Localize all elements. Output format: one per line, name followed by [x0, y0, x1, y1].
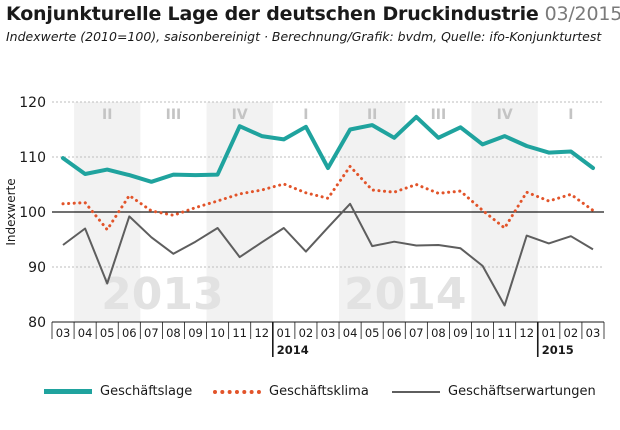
quarter-label: IV — [497, 107, 513, 123]
series-line-lage — [61, 114, 595, 184]
legend-item-geschaeftsklima: Geschäftsklima — [213, 384, 369, 399]
x-tick-label: 10 — [475, 326, 490, 340]
x-tick-label: 06 — [387, 326, 402, 340]
x-tick-label: 06 — [122, 326, 137, 340]
year-label: 2015 — [542, 343, 574, 357]
x-tick-label: 03 — [586, 326, 601, 340]
x-tick-label: 03 — [321, 326, 336, 340]
y-tick-label: 100 — [19, 205, 46, 221]
x-tick-label: 08 — [431, 326, 446, 340]
year-label: 2014 — [277, 343, 309, 357]
legend-item-geschaeftserwartungen: Geschäftserwartungen — [392, 384, 596, 399]
y-tick-label: 90 — [28, 260, 46, 276]
legend-swatch-geschaeftserwartungen — [392, 390, 440, 393]
quarter-label: II — [102, 107, 112, 123]
title-date: 03/2015 — [544, 3, 620, 25]
quarter-label: IV — [232, 107, 248, 123]
y-tick-label: 80 — [28, 315, 46, 331]
y-tick-label: 120 — [19, 95, 46, 111]
x-tick-label: 11 — [497, 326, 512, 340]
year-watermark: 2014 — [344, 269, 466, 320]
x-tick-label: 09 — [453, 326, 468, 340]
x-tick-label: 03 — [56, 326, 71, 340]
chart-subtitle: Indexwerte (2010=100), saisonbereinigt ·… — [6, 29, 602, 44]
legend-swatch-geschaeftsklima — [213, 389, 261, 394]
x-tick-label: 12 — [519, 326, 534, 340]
legend-item-geschaeftslage: Geschäftslage — [44, 384, 192, 399]
x-tick-label: 08 — [166, 326, 181, 340]
x-tick-label: 01 — [541, 326, 556, 340]
quarter-label: I — [568, 107, 573, 123]
x-tick-label: 04 — [78, 326, 93, 340]
year-watermark: 2013 — [101, 269, 223, 320]
x-tick-label: 01 — [277, 326, 292, 340]
quarter-label: III — [431, 107, 447, 123]
x-tick-label: 05 — [365, 326, 380, 340]
quarter-label: I — [303, 107, 308, 123]
legend-label-geschaeftserwartungen: Geschäftserwartungen — [448, 384, 596, 399]
legend-label-geschaeftsklima: Geschäftsklima — [269, 384, 369, 399]
x-tick-label: 07 — [144, 326, 159, 340]
x-tick-label: 05 — [100, 326, 115, 340]
y-tick-label: 110 — [19, 150, 46, 166]
x-tick-label: 07 — [409, 326, 424, 340]
x-tick-label: 12 — [254, 326, 269, 340]
x-tick-label: 02 — [564, 326, 579, 340]
chart-title: Konjunkturelle Lage der deutschen Drucki… — [6, 3, 620, 25]
legend-label-geschaeftslage: Geschäftslage — [100, 384, 193, 399]
x-tick-label: 04 — [343, 326, 358, 340]
quarter-label: III — [166, 107, 182, 123]
legend-swatch-geschaeftslage — [44, 389, 92, 394]
x-tick-label: 02 — [299, 326, 314, 340]
title-text: Konjunkturelle Lage der deutschen Drucki… — [6, 3, 539, 25]
quarter-label: II — [367, 107, 377, 123]
legend: Geschäftslage Geschäftsklima Geschäftser… — [0, 384, 620, 406]
x-tick-label: 10 — [210, 326, 225, 340]
x-tick-label: 09 — [188, 326, 203, 340]
series-line-klima — [61, 164, 595, 232]
x-tick-label: 11 — [232, 326, 247, 340]
series-line-erw — [62, 202, 594, 307]
y-axis-label: Indexwerte — [4, 178, 18, 245]
